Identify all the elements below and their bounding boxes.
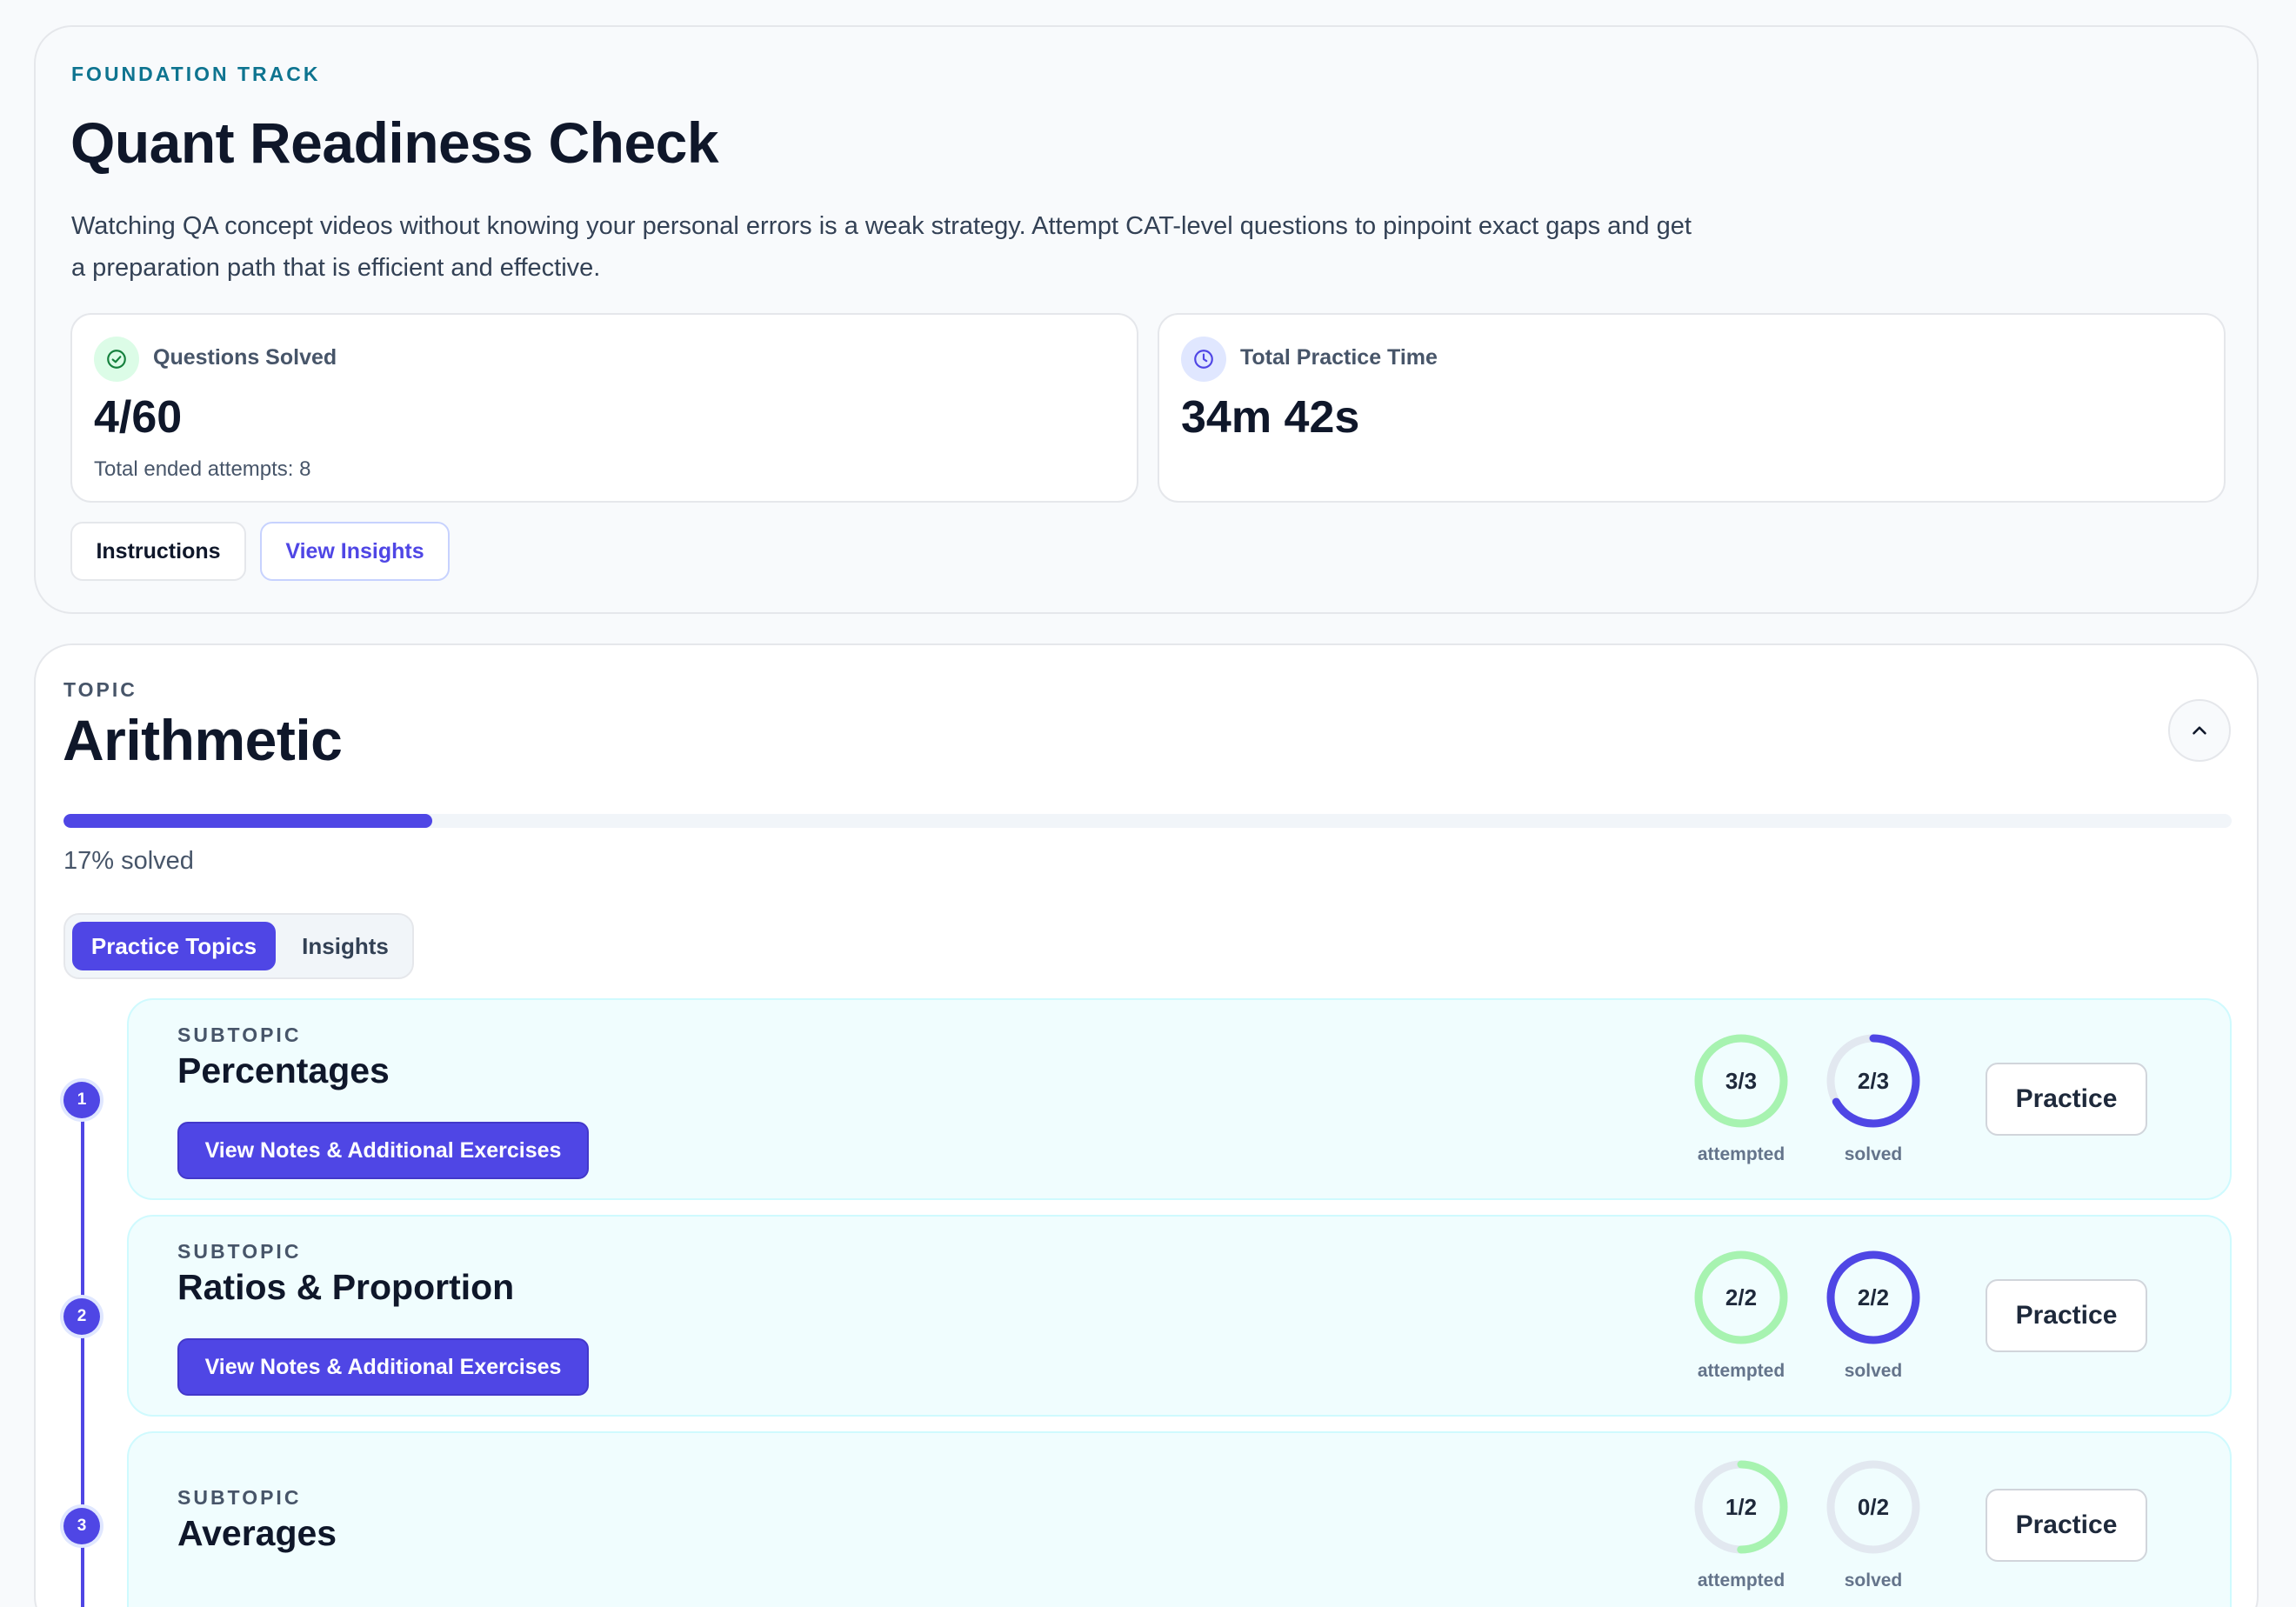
solved-value: 2/3: [1857, 1067, 1890, 1094]
solved-label: solved: [1844, 1570, 1903, 1590]
questions-solved-card: Questions Solved 4/60 Total ended attemp…: [70, 313, 1138, 503]
collapse-topic-button[interactable]: [2168, 699, 2231, 762]
topic-progress-text: 17% solved: [63, 847, 194, 875]
solved-ring: 0/2 solved: [1825, 1459, 1921, 1590]
subtopic-title: Ratios & Proportion: [177, 1267, 515, 1307]
topic-card: TOPIC Arithmetic 17% solved Practice Top…: [34, 643, 2259, 1607]
solved-label: solved: [1844, 1144, 1903, 1164]
topic-title: Arithmetic: [63, 708, 343, 772]
attempted-ring: 3/3 attempted: [1693, 1033, 1789, 1164]
attempted-label: attempted: [1697, 1570, 1785, 1590]
subtopic-eyebrow: SUBTOPIC: [177, 1024, 302, 1046]
readiness-header-card: FOUNDATION TRACK Quant Readiness Check W…: [34, 25, 2259, 614]
questions-solved-label: Questions Solved: [153, 345, 337, 370]
chevron-up-icon: [2193, 726, 2206, 735]
attempted-value: 2/2: [1725, 1284, 1758, 1310]
track-eyebrow: FOUNDATION TRACK: [71, 63, 321, 85]
attempted-label: attempted: [1697, 1361, 1785, 1381]
attempted-value: 1/2: [1725, 1493, 1758, 1520]
instructions-button[interactable]: Instructions: [70, 522, 246, 581]
subtopic-title: Averages: [177, 1513, 337, 1553]
practice-button[interactable]: Practice: [1986, 1489, 2147, 1562]
topic-eyebrow: TOPIC: [63, 678, 137, 701]
topic-progress-bar: [63, 814, 2232, 828]
step-marker: 2: [63, 1298, 100, 1335]
page-title: Quant Readiness Check: [70, 110, 719, 175]
solved-value: 2/2: [1857, 1284, 1890, 1310]
timeline-line: [81, 1099, 84, 1607]
subtopic-title: Percentages: [177, 1050, 390, 1090]
practice-time-label: Total Practice Time: [1240, 345, 1438, 370]
solved-value: 0/2: [1857, 1493, 1890, 1520]
subtopic-eyebrow: SUBTOPIC: [177, 1240, 302, 1263]
practice-time-card: Total Practice Time 34m 42s: [1158, 313, 2226, 503]
attempted-ring: 1/2 attempted: [1693, 1459, 1789, 1590]
ended-attempts-text: Total ended attempts: 8: [94, 457, 311, 481]
solved-ring: 2/3 solved: [1825, 1033, 1921, 1164]
page-description: Watching QA concept videos without knowi…: [71, 212, 1692, 282]
questions-solved-value: 4/60: [94, 392, 183, 443]
attempted-label: attempted: [1697, 1144, 1785, 1164]
step-marker: 1: [63, 1082, 100, 1118]
attempted-ring: 2/2 attempted: [1693, 1250, 1789, 1381]
view-notes-button[interactable]: View Notes & Additional Exercises: [177, 1122, 589, 1179]
view-insights-button[interactable]: View Insights: [260, 522, 450, 581]
step-marker: 3: [63, 1508, 100, 1544]
topic-progress-fill: [63, 814, 432, 828]
topic-tabs: Practice Topics Insights: [63, 913, 414, 979]
clock-icon: [1181, 337, 1226, 382]
subtopic-card-averages: SUBTOPIC Averages 1/2 attempted 0/2 solv…: [127, 1431, 2232, 1607]
solved-label: solved: [1844, 1361, 1903, 1381]
tab-insights[interactable]: Insights: [302, 932, 389, 959]
practice-time-value: 34m 42s: [1181, 392, 1360, 443]
subtopic-card-ratios: SUBTOPIC Ratios & Proportion View Notes …: [127, 1215, 2232, 1417]
subtopic-eyebrow: SUBTOPIC: [177, 1486, 302, 1509]
practice-button[interactable]: Practice: [1986, 1063, 2147, 1136]
attempted-value: 3/3: [1725, 1067, 1758, 1094]
tab-practice-topics[interactable]: Practice Topics: [72, 922, 276, 970]
view-notes-button[interactable]: View Notes & Additional Exercises: [177, 1338, 589, 1396]
check-circle-icon: [94, 337, 139, 382]
practice-button[interactable]: Practice: [1986, 1279, 2147, 1352]
subtopic-card-percentages: SUBTOPIC Percentages View Notes & Additi…: [127, 998, 2232, 1200]
solved-ring: 2/2 solved: [1825, 1250, 1921, 1381]
